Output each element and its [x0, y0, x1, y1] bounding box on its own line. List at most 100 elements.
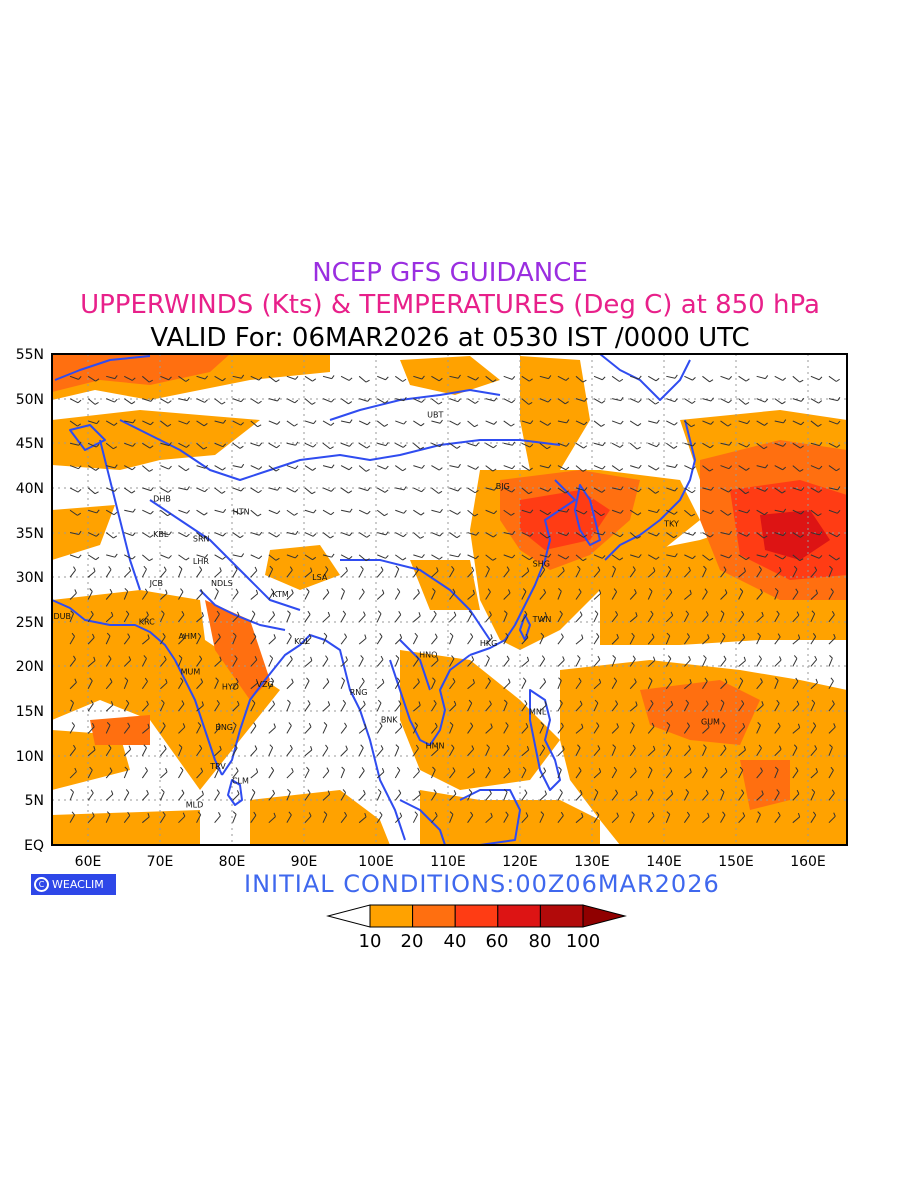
- wind-barb-flag: [689, 679, 692, 684]
- wind-barb-flag: [560, 633, 564, 638]
- wind-barb: [792, 747, 798, 756]
- wind-barb-flag: [360, 744, 364, 749]
- wind-barb: [123, 613, 130, 623]
- wind-barb-flag: [634, 678, 637, 683]
- wind-barb-flag: [833, 812, 836, 817]
- wind-barb-flag: [436, 567, 439, 572]
- wind-barb: [720, 659, 727, 667]
- wind-barb: [647, 570, 656, 578]
- wind-barb-flag: [692, 531, 696, 536]
- wind-barb-flag: [594, 788, 599, 793]
- wind-barb-flag: [110, 790, 114, 795]
- wind-barb-flag: [757, 632, 761, 637]
- wind-barb: [377, 465, 386, 470]
- wind-barb: [232, 398, 242, 403]
- station-label-bng: BNG: [215, 723, 233, 732]
- wind-barb: [810, 791, 816, 801]
- wind-barb: [575, 398, 585, 402]
- wind-barb-flag: [689, 768, 692, 773]
- wind-barb: [702, 398, 712, 402]
- wind-barb-flag: [635, 612, 638, 617]
- wind-barb-flag: [565, 401, 569, 405]
- wind-barb: [611, 568, 617, 578]
- wind-barb-flag: [258, 466, 263, 470]
- wind-barb: [160, 569, 167, 578]
- wind-barb-flag: [831, 610, 835, 615]
- wind-barb-flag: [421, 399, 425, 403]
- station-label-lhr: LHR: [193, 557, 209, 566]
- y-tick-label: 50N: [16, 392, 44, 408]
- wind-barb: [160, 398, 169, 404]
- wind-barb: [521, 591, 527, 600]
- wind-barb-flag: [276, 534, 281, 538]
- wind-barb: [575, 591, 582, 600]
- wind-barb-flag: [218, 633, 221, 638]
- wind-barb: [648, 420, 658, 424]
- wind-barb: [665, 704, 674, 712]
- wind-barb: [196, 748, 203, 757]
- wind-barb-flag: [432, 677, 436, 681]
- wind-barb-flag: [200, 589, 204, 594]
- wind-barb: [702, 591, 708, 600]
- wind-barb-flag: [741, 789, 745, 794]
- wind-barb: [611, 442, 621, 448]
- wind-barb-flag: [360, 565, 364, 570]
- wind-barb-flag: [581, 723, 584, 728]
- wind-barb: [738, 660, 746, 667]
- wind-barb-flag: [583, 421, 588, 426]
- wind-barb-flag: [724, 589, 728, 594]
- wind-barb: [702, 637, 710, 645]
- wind-barb: [503, 554, 513, 559]
- wind-barb-flag: [746, 533, 750, 537]
- wind-barb: [756, 770, 763, 779]
- wind-barb: [611, 375, 620, 382]
- wind-barb: [575, 704, 583, 712]
- wind-barb-flag: [276, 510, 281, 515]
- wind-barb-flag: [253, 722, 257, 727]
- wind-barb: [774, 815, 781, 823]
- wind-barb: [810, 593, 818, 600]
- wind-barb: [394, 568, 400, 578]
- wind-barb: [593, 814, 600, 823]
- wind-barb: [611, 792, 618, 801]
- wind-barb-flag: [258, 376, 263, 381]
- wind-barb-flag: [396, 677, 401, 682]
- wind-barb-flag: [616, 723, 619, 728]
- wind-barb-flag: [635, 701, 638, 706]
- wind-barb: [431, 703, 437, 712]
- wind-barb: [142, 816, 150, 824]
- wind-barb-flag: [295, 441, 299, 446]
- wind-barb: [87, 487, 96, 495]
- wind-barb: [286, 465, 296, 470]
- wind-barb: [702, 554, 710, 561]
- wind-barb: [106, 487, 115, 492]
- wind-barb: [394, 815, 403, 824]
- wind-barb-flag: [396, 766, 401, 771]
- wind-barb: [358, 509, 368, 515]
- wind-barb-flag: [583, 510, 588, 515]
- wind-barb: [69, 748, 76, 757]
- wind-barb: [304, 769, 310, 779]
- wind-barb: [774, 792, 780, 801]
- station-label-mnl: MNL: [529, 708, 547, 717]
- wind-barb: [521, 792, 528, 801]
- wind-barb: [431, 532, 440, 537]
- wind-barb-flag: [705, 789, 709, 794]
- wind-barb-flag: [434, 812, 438, 817]
- wind-barb-flag: [349, 443, 353, 447]
- wind-barb-flag: [77, 512, 82, 516]
- wind-barb-flag: [511, 489, 516, 493]
- wind-barb: [268, 747, 274, 756]
- wind-barb-flag: [216, 610, 220, 615]
- wind-barb-flag: [511, 465, 516, 469]
- wind-barb: [666, 375, 676, 379]
- wind-barb: [593, 613, 599, 623]
- wind-barb: [304, 614, 311, 623]
- wind-barb-flag: [507, 589, 511, 594]
- wind-barb-flag: [562, 745, 565, 750]
- wind-barb: [214, 815, 221, 824]
- wind-barb-flag: [800, 421, 805, 426]
- wind-barb: [575, 816, 584, 824]
- wind-barb-flag: [836, 533, 841, 538]
- wind-barb: [575, 375, 584, 383]
